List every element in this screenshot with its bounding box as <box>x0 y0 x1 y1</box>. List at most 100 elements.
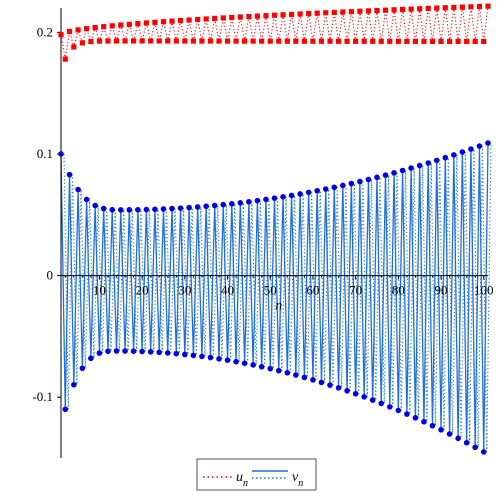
u-point <box>378 38 384 44</box>
v-point <box>433 157 440 164</box>
u-point <box>165 38 171 44</box>
u-point <box>301 38 307 44</box>
v-point <box>100 205 107 212</box>
v-point <box>241 360 248 367</box>
u-point <box>271 12 278 18</box>
u-point <box>421 38 427 44</box>
u-point <box>442 5 448 11</box>
u-point <box>105 38 111 44</box>
v-point <box>340 182 346 189</box>
v-point <box>62 406 69 413</box>
x-tick-label: 70 <box>349 283 362 298</box>
legend-sub-v: n <box>298 478 303 489</box>
v-point <box>314 187 321 194</box>
v-point <box>280 194 286 200</box>
v-point <box>310 377 316 383</box>
u-point <box>195 16 201 23</box>
u-point <box>263 13 269 19</box>
u-point <box>280 12 286 18</box>
u-point <box>323 10 329 16</box>
v-point <box>275 367 282 374</box>
v-point <box>122 348 128 354</box>
v-point <box>421 418 427 425</box>
u-point <box>182 38 188 44</box>
u-point <box>353 38 359 44</box>
u-point <box>62 56 68 62</box>
v-point <box>416 162 423 169</box>
u-point <box>459 4 465 10</box>
u-point <box>438 38 444 44</box>
v-point <box>412 415 419 421</box>
u-point <box>220 15 226 21</box>
legend: un vn <box>196 458 317 491</box>
u-point <box>109 23 115 29</box>
x-tick-label: 50 <box>264 283 277 298</box>
x-tick-label: 30 <box>178 283 191 298</box>
u-point <box>344 38 350 44</box>
v-point <box>446 431 453 437</box>
u-point <box>297 11 303 17</box>
u-point <box>96 38 103 44</box>
u-point <box>429 38 436 44</box>
v-point <box>297 191 303 197</box>
v-point <box>169 205 175 212</box>
v-point <box>485 140 491 146</box>
u-point <box>335 38 342 44</box>
v-point <box>182 351 188 358</box>
v-point <box>455 435 461 442</box>
u-point <box>71 44 77 50</box>
u-point <box>365 8 372 14</box>
u-point <box>186 17 192 23</box>
u-point <box>374 7 380 14</box>
u-point <box>284 38 290 44</box>
u-point <box>348 9 354 15</box>
u-point <box>58 32 64 38</box>
v-point <box>352 390 359 397</box>
v-point <box>365 176 372 183</box>
u-point <box>357 8 363 14</box>
x-tick-label: 10 <box>93 283 106 298</box>
u-point <box>169 18 175 24</box>
u-point <box>464 38 470 45</box>
u-point <box>446 38 453 44</box>
v-point <box>382 172 389 178</box>
v-point <box>408 165 414 171</box>
x-ticks: 10 20 30 40 50 60 70 80 90 100 <box>64 275 493 298</box>
legend-box <box>196 458 317 491</box>
v-point <box>374 174 380 181</box>
u-point <box>173 38 179 44</box>
u-point <box>203 16 209 22</box>
u-point <box>288 11 295 17</box>
v-point <box>96 350 103 356</box>
u-point <box>314 10 320 16</box>
series-v-points <box>58 140 491 455</box>
svg-text:vn: vn <box>292 470 303 489</box>
u-point <box>224 38 231 44</box>
u-point <box>177 17 184 24</box>
u-point <box>370 38 376 44</box>
u-point <box>382 7 389 13</box>
v-point <box>79 365 86 372</box>
v-point <box>135 206 141 213</box>
v-point <box>246 198 252 205</box>
v-point <box>463 439 470 446</box>
v-point <box>429 422 436 429</box>
v-point <box>143 206 150 213</box>
v-point <box>71 381 77 388</box>
u-point <box>361 38 367 44</box>
v-point <box>425 160 432 166</box>
u-point <box>259 38 265 44</box>
u-point <box>101 24 107 30</box>
u-point <box>417 6 423 12</box>
u-point <box>254 13 261 19</box>
v-point <box>130 348 137 354</box>
v-point <box>438 427 444 433</box>
v-point <box>139 348 145 355</box>
u-point <box>395 38 401 44</box>
u-point <box>293 38 299 44</box>
v-point <box>476 143 483 149</box>
v-point <box>288 192 295 199</box>
u-point <box>160 19 167 25</box>
v-point <box>152 206 158 213</box>
v-point <box>327 382 333 388</box>
